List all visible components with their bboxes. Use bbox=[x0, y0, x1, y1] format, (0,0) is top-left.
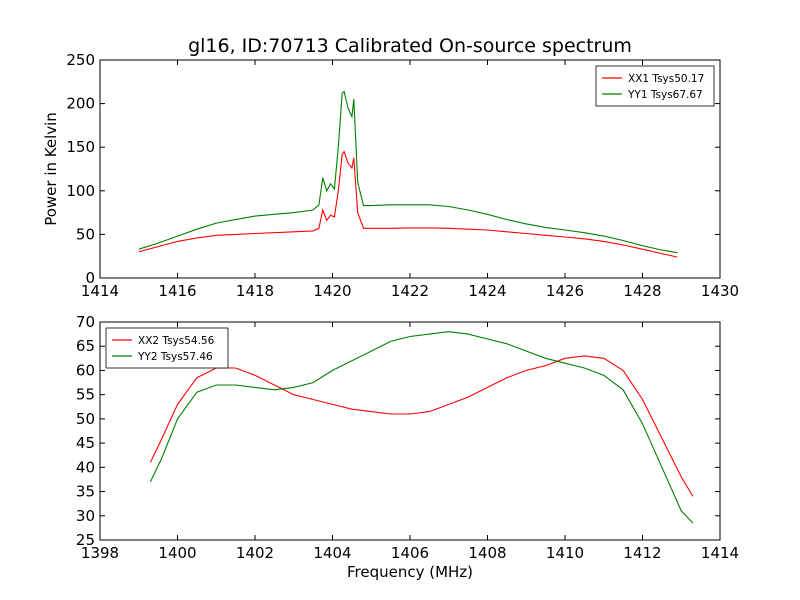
bottom-xtick-label: 1408 bbox=[468, 544, 506, 562]
bottom-xtick-label: 1404 bbox=[313, 544, 351, 562]
bottom-ytick-label: 45 bbox=[76, 434, 95, 452]
top-series-line-2 bbox=[138, 90, 678, 254]
top-ytick-label: 250 bbox=[66, 51, 95, 69]
top-ytick-label: 100 bbox=[66, 182, 95, 200]
bottom-xtick-label: 1398 bbox=[81, 544, 119, 562]
top-chart-ylabel: Power in Kelvin bbox=[42, 112, 60, 226]
bottom-chart: 1398 1400 1402 1404 1406 1408 1410 1412 1414 25 30… bbox=[76, 313, 739, 562]
top-chart: 1414 1416 1418 1420 1422 1424 1426 1428 1430 0 50 1… bbox=[66, 51, 739, 300]
top-xtick-label: 1428 bbox=[623, 282, 661, 300]
top-legend-label: XX1 Tsys50.17 bbox=[628, 73, 704, 85]
top-series-line-1 bbox=[138, 150, 678, 258]
bottom-ytick-label: 25 bbox=[76, 531, 95, 549]
bottom-chart-xlabel: Frequency (MHz) bbox=[347, 563, 473, 581]
bottom-ytick-label: 70 bbox=[76, 313, 95, 331]
top-legend-label: YY1 Tsys67.67 bbox=[627, 89, 703, 101]
bottom-legend bbox=[105, 327, 229, 369]
top-ytick-label: 50 bbox=[76, 225, 95, 243]
top-chart-title: gl16, ID:70713 Calibrated On-source spec… bbox=[188, 35, 632, 57]
top-xtick-label: 1420 bbox=[313, 282, 351, 300]
bottom-xtick-label: 1412 bbox=[623, 544, 661, 562]
bottom-ytick-label: 40 bbox=[76, 458, 95, 476]
bottom-ytick-label: 35 bbox=[76, 483, 95, 501]
top-ytick-label: 150 bbox=[66, 138, 95, 156]
bottom-xtick-label: 1400 bbox=[158, 544, 196, 562]
bottom-xtick-label: 1414 bbox=[701, 544, 739, 562]
top-xtick-label: 1418 bbox=[236, 282, 274, 300]
bottom-legend-label: YY2 Tsys57.46 bbox=[137, 351, 213, 363]
top-xtick-label: 1416 bbox=[158, 282, 196, 300]
bottom-legend-label: XX2 Tsys54.56 bbox=[138, 335, 215, 347]
top-xtick-label: 1426 bbox=[546, 282, 584, 300]
bottom-ytick-label: 55 bbox=[76, 386, 95, 404]
top-ytick-label: 200 bbox=[66, 95, 95, 113]
bottom-ytick-label: 30 bbox=[76, 507, 95, 525]
top-xtick-label: 1422 bbox=[391, 282, 429, 300]
top-xtick-label: 1424 bbox=[468, 282, 506, 300]
bottom-ytick-label: 50 bbox=[76, 410, 95, 428]
bottom-ytick-label: 65 bbox=[76, 337, 95, 355]
bottom-series-line-2 bbox=[149, 331, 694, 524]
bottom-xtick-label: 1406 bbox=[391, 544, 429, 562]
top-ytick-label: 0 bbox=[85, 269, 95, 287]
bottom-xtick-label: 1410 bbox=[546, 544, 584, 562]
top-xtick-label: 1414 bbox=[81, 282, 119, 300]
top-xtick-label: 1430 bbox=[701, 282, 739, 300]
bottom-ytick-label: 60 bbox=[76, 361, 95, 379]
bottom-series-line-1 bbox=[149, 355, 694, 497]
bottom-xtick-label: 1402 bbox=[236, 544, 274, 562]
top-legend bbox=[595, 65, 715, 107]
